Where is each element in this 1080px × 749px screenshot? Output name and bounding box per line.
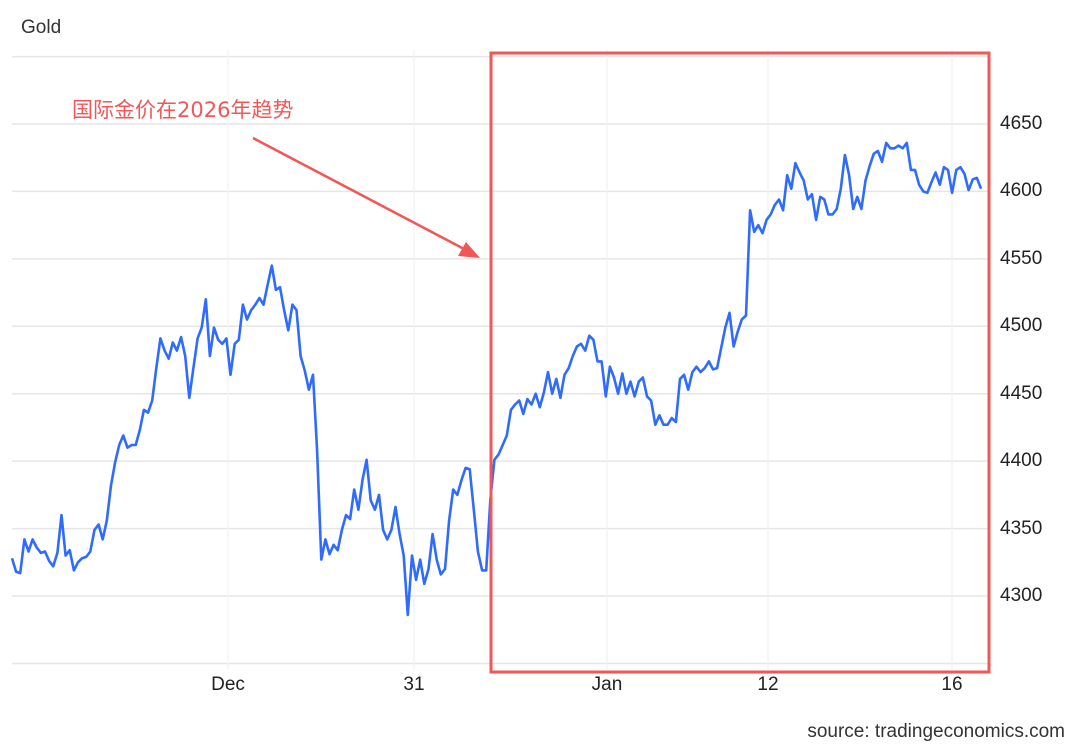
annotation-arrow-shaft bbox=[252, 136, 467, 252]
x-tick-label: Jan bbox=[591, 674, 623, 695]
y-tick-label: 4650 bbox=[1000, 113, 1043, 134]
x-tick-label: 31 bbox=[403, 674, 425, 695]
y-tick-label: 4600 bbox=[1000, 180, 1043, 202]
x-tick-label: 16 bbox=[941, 674, 963, 695]
y-tick-label: 4550 bbox=[1000, 247, 1043, 269]
annotation-arrow-head bbox=[458, 242, 480, 258]
y-tick-label: 4300 bbox=[1000, 585, 1043, 606]
x-tick-label: 12 bbox=[757, 674, 779, 695]
gold-price-line bbox=[10, 141, 983, 617]
annotation-text: 国际金价在2026年趋势 bbox=[72, 98, 294, 122]
y-tick-label: 4450 bbox=[1000, 382, 1043, 404]
x-tick-label: Dec bbox=[211, 674, 245, 695]
y-tick-label: 4500 bbox=[1000, 315, 1043, 337]
source-credit[interactable]: source: tradingeconomics.com bbox=[807, 721, 1065, 742]
y-tick-label: 4400 bbox=[1000, 450, 1043, 472]
highlight-box bbox=[489, 51, 991, 674]
y-tick-label: 4350 bbox=[1000, 517, 1043, 539]
chart-title: Gold bbox=[21, 17, 62, 38]
